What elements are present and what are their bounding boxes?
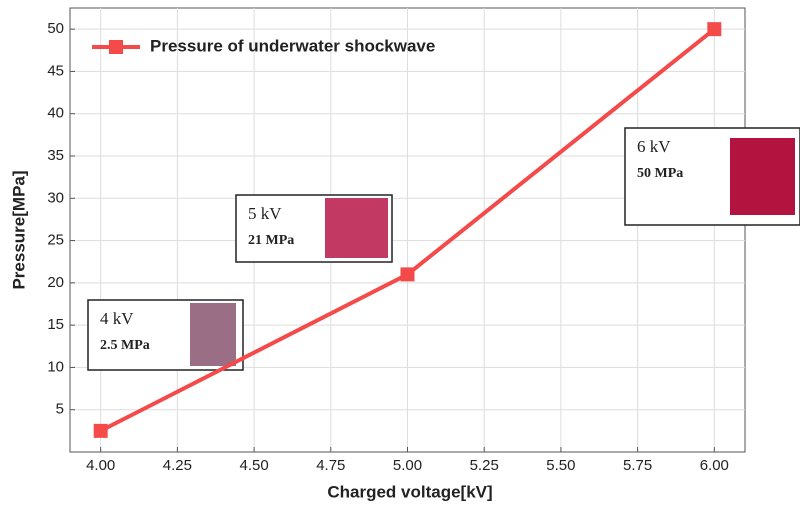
x-tick-label: 5.00 — [393, 457, 422, 474]
x-axis-title: Charged voltage[kV] — [327, 482, 492, 501]
annotation-swatch — [325, 198, 388, 258]
annotation-text: 5 kV — [248, 204, 282, 223]
x-tick-label: 5.25 — [470, 457, 499, 474]
annotation-text: 4 kV — [100, 309, 134, 328]
y-tick-label: 15 — [47, 316, 64, 333]
y-tick-label: 25 — [47, 232, 64, 249]
x-tick-label: 6.00 — [700, 457, 729, 474]
y-tick-label: 45 — [47, 62, 64, 79]
x-tick-label: 5.50 — [546, 457, 575, 474]
x-tick-label: 5.75 — [623, 457, 652, 474]
x-tick-label: 4.50 — [239, 457, 268, 474]
y-tick-label: 50 — [47, 20, 64, 37]
annotation-text: 21 MPa — [248, 233, 294, 248]
legend-marker — [109, 40, 123, 54]
x-tick-label: 4.25 — [163, 457, 192, 474]
y-tick-label: 5 — [56, 401, 64, 418]
y-tick-label: 30 — [47, 189, 64, 206]
data-marker — [400, 267, 415, 282]
annotation-swatch — [730, 138, 795, 215]
annotation-text: 6 kV — [637, 137, 671, 156]
annotation-text: 2.5 MPa — [100, 338, 150, 353]
y-tick-label: 40 — [47, 105, 64, 122]
y-tick-label: 35 — [47, 147, 64, 164]
annotation-swatch — [190, 303, 236, 366]
x-tick-label: 4.75 — [316, 457, 345, 474]
annotation-text: 50 MPa — [637, 166, 683, 181]
x-tick-label: 4.00 — [86, 457, 115, 474]
y-tick-label: 20 — [47, 274, 64, 291]
data-marker — [93, 423, 108, 438]
legend-label: Pressure of underwater shockwave — [150, 36, 435, 55]
y-tick-label: 10 — [47, 358, 64, 375]
data-marker — [707, 22, 722, 37]
y-axis-title: Pressure[MPa] — [9, 170, 28, 289]
